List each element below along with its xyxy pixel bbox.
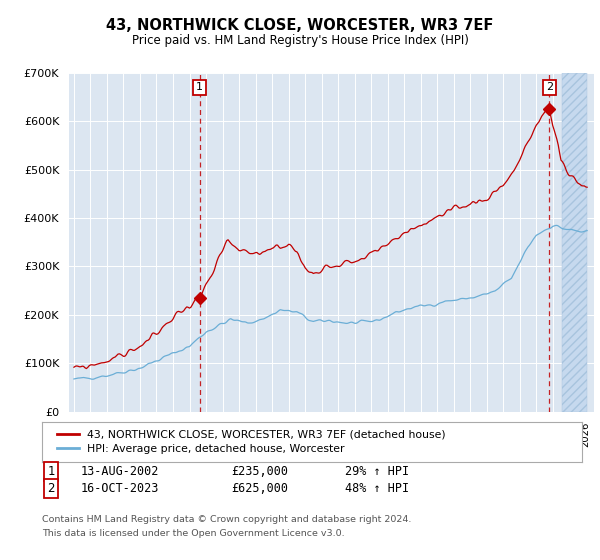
Text: Price paid vs. HM Land Registry's House Price Index (HPI): Price paid vs. HM Land Registry's House … [131, 34, 469, 48]
Text: 13-AUG-2002: 13-AUG-2002 [81, 465, 160, 478]
Text: Contains HM Land Registry data © Crown copyright and database right 2024.: Contains HM Land Registry data © Crown c… [42, 515, 412, 524]
Text: 2: 2 [545, 82, 553, 92]
Text: 1: 1 [196, 82, 203, 92]
Text: 2: 2 [47, 482, 55, 495]
Text: 1: 1 [47, 465, 55, 478]
Text: £235,000: £235,000 [231, 465, 288, 478]
Text: 16-OCT-2023: 16-OCT-2023 [81, 482, 160, 495]
Text: £625,000: £625,000 [231, 482, 288, 495]
Text: 48% ↑ HPI: 48% ↑ HPI [345, 482, 409, 495]
Text: This data is licensed under the Open Government Licence v3.0.: This data is licensed under the Open Gov… [42, 529, 344, 538]
Legend: 43, NORTHWICK CLOSE, WORCESTER, WR3 7EF (detached house), HPI: Average price, de: 43, NORTHWICK CLOSE, WORCESTER, WR3 7EF … [53, 425, 451, 459]
Text: 29% ↑ HPI: 29% ↑ HPI [345, 465, 409, 478]
Text: 43, NORTHWICK CLOSE, WORCESTER, WR3 7EF: 43, NORTHWICK CLOSE, WORCESTER, WR3 7EF [106, 18, 494, 32]
